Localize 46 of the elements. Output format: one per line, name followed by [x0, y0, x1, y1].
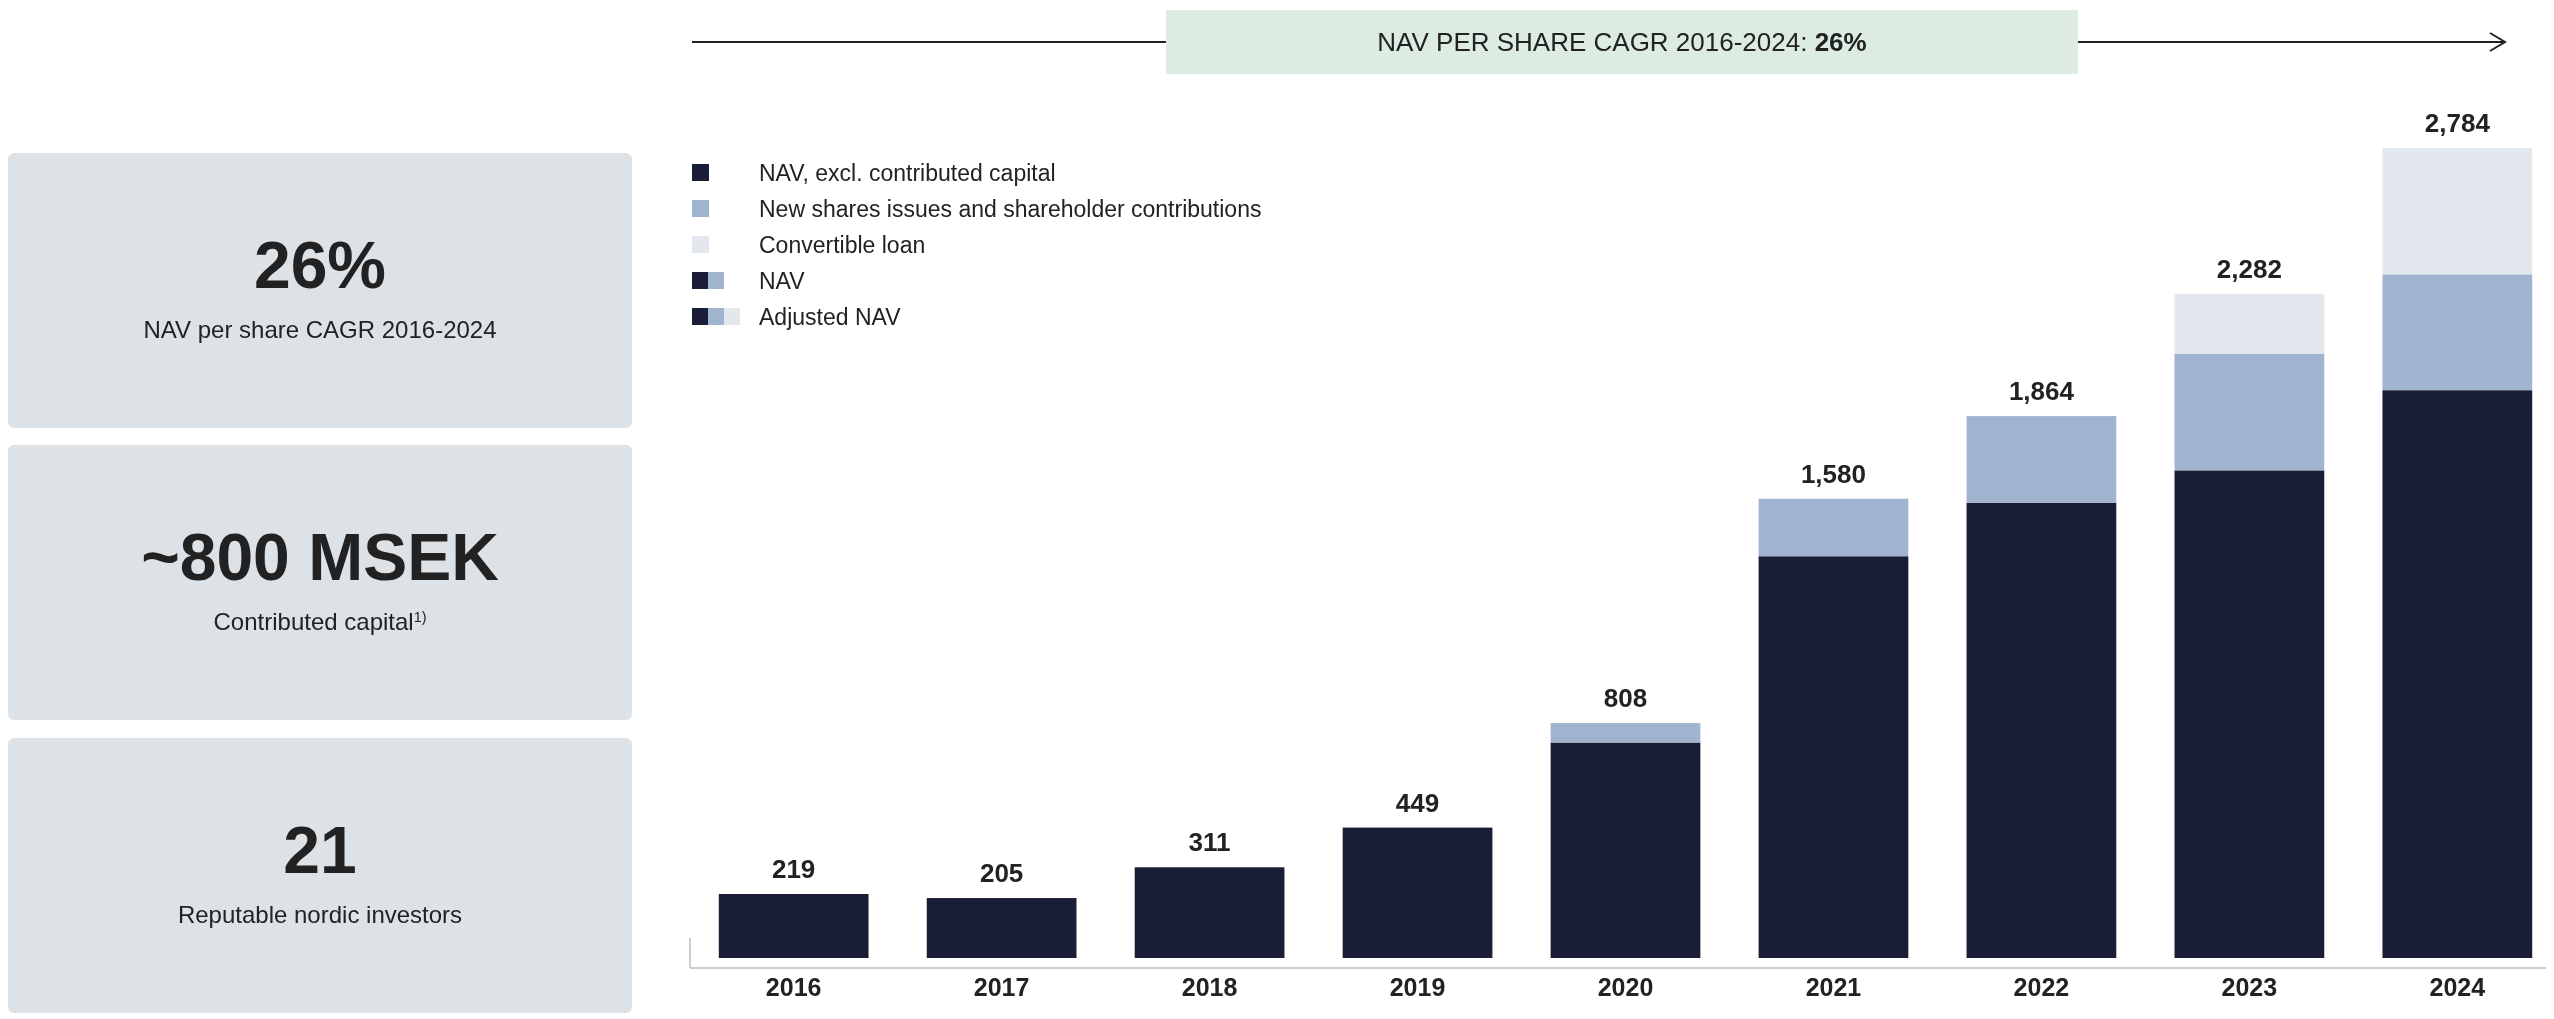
- annotation: 311: [1188, 827, 1231, 858]
- x-tick-label: 2021: [1805, 973, 1862, 1001]
- text: NAV PER SHARE CAGR 2016-2024: 26%: [1377, 27, 1867, 57]
- bar: [2174, 470, 2325, 958]
- annotation: 1,864: [2008, 376, 2075, 407]
- bar: [2174, 293, 2325, 354]
- x-tick-label: 2018: [1181, 973, 1238, 1001]
- annotation: 2,282: [2216, 253, 2282, 284]
- bar: [1966, 416, 2117, 503]
- text: Reputable nordic investors: [177, 901, 463, 928]
- text: Contributed capital$^{1)}$: [213, 608, 427, 635]
- bar: [2382, 148, 2533, 275]
- bar: [718, 894, 869, 958]
- legend-label: NAV, excl. contributed capital: [759, 160, 1056, 186]
- annotation: 1,580: [1800, 458, 1866, 489]
- bar: [926, 898, 1077, 958]
- x-tick-label: 2017: [973, 973, 1030, 1001]
- bar: [2174, 353, 2325, 471]
- x-tick-label: 2022: [2013, 973, 2070, 1001]
- annotation: 219: [771, 854, 816, 885]
- annotation: 449: [1395, 787, 1440, 818]
- x-tick-label: 2024: [2429, 973, 2486, 1001]
- bar: [2382, 274, 2533, 391]
- x-tick-label: 2020: [1597, 973, 1654, 1001]
- text: NAV per share CAGR 2016-2024: [143, 316, 497, 343]
- bar: [2382, 390, 2533, 958]
- text: 26%: [253, 228, 387, 302]
- annotation: Adjusted NAV: [759, 304, 902, 330]
- annotation: 2,784: [2424, 108, 2491, 138]
- annotation: NAV: [759, 268, 806, 294]
- bar: [1550, 742, 1701, 958]
- bar: [1758, 556, 1909, 958]
- legend-label: New shares issues and shareholder contributions: [759, 196, 1262, 222]
- bar: [1966, 502, 2117, 958]
- x-tick-label: 2016: [765, 973, 822, 1001]
- x-tick-label: 2019: [1389, 973, 1446, 1001]
- bar: [1342, 827, 1493, 958]
- annotation: 808: [1603, 683, 1648, 714]
- annotation: 205: [979, 858, 1024, 889]
- bar: [1134, 867, 1285, 958]
- legend-label: Convertible loan: [759, 232, 926, 258]
- text: 21: [283, 813, 357, 887]
- text: ~800 MSEK: [141, 520, 500, 594]
- bar: [1550, 723, 1701, 743]
- bar: [1758, 498, 1909, 557]
- x-tick-label: 2023: [2221, 973, 2278, 1001]
